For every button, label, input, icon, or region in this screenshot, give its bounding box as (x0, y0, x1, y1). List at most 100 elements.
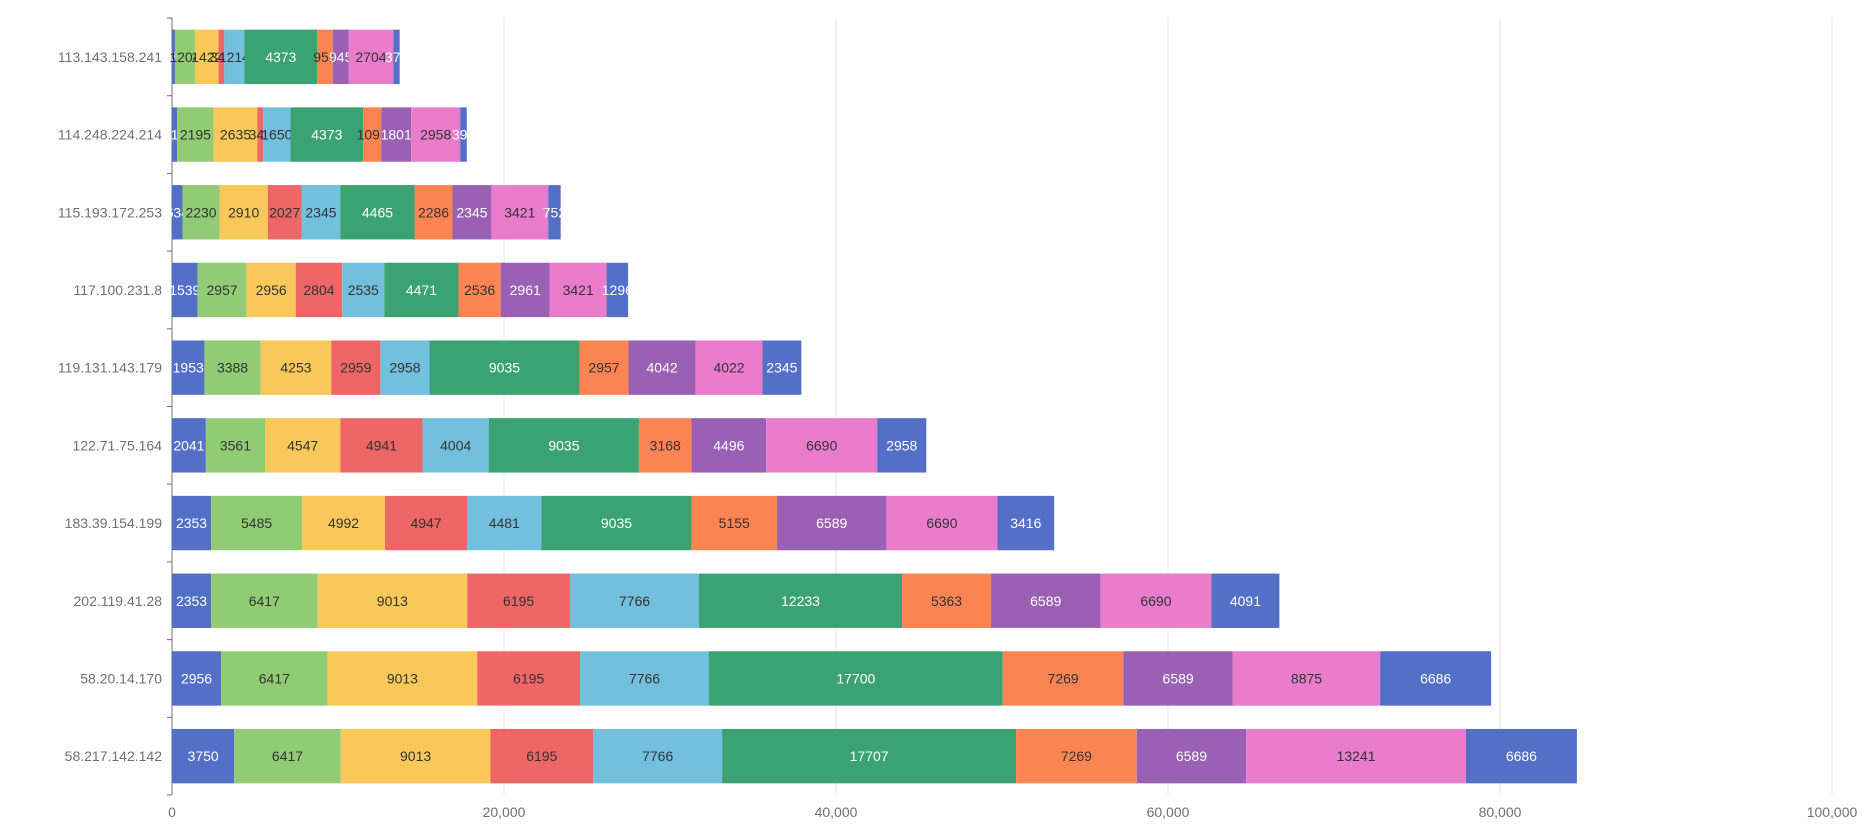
x-tick-label: 60,000 (1147, 804, 1190, 820)
bar-data-label: 2535 (348, 282, 379, 298)
bar-segment (332, 29, 349, 85)
bar-data-label: 6195 (503, 593, 534, 609)
bar-segment (467, 573, 571, 628)
bar-segment (477, 651, 581, 706)
bar-data-label: 2041 (173, 437, 204, 453)
bar-segment (211, 495, 303, 551)
bar-data-label: 2195 (180, 127, 211, 143)
bar-segment (172, 340, 205, 395)
bar-data-label: 6589 (1030, 593, 1061, 609)
bar-data-label: 752 (543, 204, 567, 220)
bar-segment (205, 418, 265, 473)
bar-data-label: 2956 (256, 282, 287, 298)
bar-segment (580, 651, 709, 706)
bar-data-label: 3168 (650, 437, 681, 453)
bar-segment (708, 651, 1003, 706)
bar-segment (174, 29, 195, 85)
bar-segment (331, 340, 381, 395)
bar-segment (877, 418, 927, 473)
x-tick-label: 80,000 (1479, 804, 1522, 820)
bar-segment (340, 728, 491, 784)
bar-segment (500, 262, 550, 318)
y-category-label: 183.39.154.199 (65, 515, 163, 531)
bar-data-label: 6417 (259, 670, 290, 686)
bar-segment (263, 107, 291, 162)
y-category-label: 113.143.158.241 (58, 49, 162, 65)
bar-segment (340, 418, 423, 473)
bar-data-label: 4042 (647, 360, 678, 376)
bar-data-label: 5155 (719, 515, 750, 531)
bar-data-label: 1539 (169, 282, 200, 298)
bar-segment (429, 340, 580, 395)
bar-segment (698, 573, 903, 628)
bar-data-label: 7269 (1048, 670, 1079, 686)
bar-segment (722, 728, 1017, 784)
bar-data-label: 4547 (287, 437, 318, 453)
bar-segment (467, 495, 542, 551)
bar-segment (422, 418, 489, 473)
bar-segment (172, 495, 212, 551)
bar-data-label: 4091 (1230, 593, 1261, 609)
bar-segment (384, 262, 459, 318)
bar-segment (264, 418, 341, 473)
bar-segment (302, 495, 385, 551)
bar-segment (579, 340, 629, 395)
bar-segment (219, 185, 268, 240)
bar-data-label: 2956 (181, 670, 212, 686)
bar-segment (384, 495, 468, 551)
bar-segment (570, 573, 699, 628)
bar-data-label: 377 (385, 49, 409, 65)
bar-segment (172, 728, 235, 784)
bar-data-label: 9035 (548, 437, 579, 453)
bar-segment (218, 29, 225, 85)
bar-segment (902, 573, 992, 628)
bar-segment (593, 728, 723, 784)
bar-segment (638, 418, 692, 473)
bar-segment (246, 262, 296, 318)
bar-data-label: 4253 (280, 360, 311, 376)
bar-data-label: 3561 (220, 437, 251, 453)
bar-segment (363, 107, 382, 162)
bar-data-label: 5485 (241, 515, 272, 531)
bar-data-label: 2230 (185, 204, 216, 220)
bar-data-label: 7766 (619, 593, 650, 609)
bar-segment (317, 29, 333, 85)
bar-segment (290, 107, 364, 162)
bar-segment (172, 29, 175, 85)
bar-data-label: 6589 (1176, 748, 1207, 764)
bar-segment (172, 262, 198, 318)
bar-segment (411, 107, 461, 162)
bar-segment (460, 107, 467, 162)
bar-data-label: 9013 (400, 748, 431, 764)
x-tick-label: 20,000 (483, 804, 526, 820)
bar-segment (182, 185, 220, 240)
bar-data-label: 2958 (389, 360, 420, 376)
bar-segment (380, 340, 430, 395)
bar-data-label: 4947 (410, 515, 441, 531)
bar-segment (1123, 651, 1233, 706)
bar-data-label: 1801 (381, 127, 412, 143)
bar-segment (1232, 651, 1381, 706)
bar-data-label: 4465 (362, 204, 393, 220)
bar-segment (301, 185, 341, 240)
bar-data-label: 1650 (261, 127, 292, 143)
bar-data-label: 5363 (931, 593, 962, 609)
bar-segment (172, 651, 222, 706)
bar-data-label: 6690 (926, 515, 957, 531)
bar-segment (260, 340, 332, 395)
bar-data-label: 4373 (311, 127, 342, 143)
bar-data-label: 1296 (602, 282, 633, 298)
bar-data-label: 2958 (420, 127, 451, 143)
bar-data-label: 3421 (563, 282, 594, 298)
bar-data-label: 8875 (1291, 670, 1322, 686)
bar-segment (194, 29, 219, 85)
bar-segment (762, 340, 802, 395)
bar-data-label: 2345 (305, 204, 336, 220)
bar-data-label: 6686 (1420, 670, 1451, 686)
x-tick-label: 40,000 (815, 804, 858, 820)
bar-segment (244, 29, 318, 85)
y-category-label: 115.193.172.253 (58, 204, 162, 220)
bar-segment (490, 728, 594, 784)
bar-data-label: 1953 (173, 360, 204, 376)
bar-segment (491, 185, 549, 240)
